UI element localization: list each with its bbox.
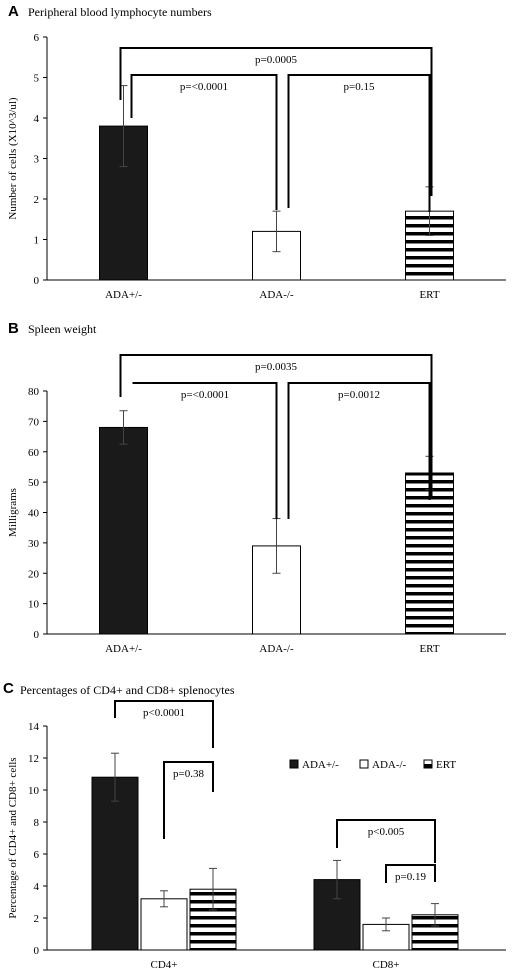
- panel-a-significance-bracket: [119, 47, 433, 196]
- panel-b-title: Spleen weight: [28, 322, 97, 336]
- panel-c-legend-swatch: [289, 759, 299, 769]
- panel-b-chart: 0 10 20 30 40 50 60 70 80 Milligrams ADA+/- ADA-/- E…: [7, 354, 506, 655]
- panel-a-y-tick-label: 0: [34, 275, 40, 287]
- panel-b-y-tick-label: 50: [28, 477, 40, 489]
- panel-b-y-tick-label: 0: [34, 629, 40, 641]
- panel-c-significance-bracket: [336, 819, 436, 863]
- panel-a: A Peripheral blood lymphocyte numbers 0 1…: [0, 0, 523, 320]
- panel-b-y-tick-label: 60: [28, 447, 40, 459]
- panel-c-p-value-label: p<0.005: [368, 826, 405, 838]
- panel-c-legend-swatch: [423, 759, 433, 769]
- panel-c: C Percentages of CD4+ and CD8+ splenocyt…: [0, 668, 523, 979]
- panel-b-y-tick-label: 20: [28, 568, 40, 580]
- panel-c-significance-bracket: [385, 864, 436, 883]
- panel-a-title: Peripheral blood lymphocyte numbers: [28, 5, 212, 19]
- panel-c-legend-label: ERT: [436, 759, 456, 771]
- panel-c-y-tick-label: 14: [28, 721, 40, 733]
- panel-a-letter: A: [8, 3, 19, 20]
- panel-a-y-tick-label: 5: [34, 73, 40, 85]
- panel-a-significance-bracket: [287, 74, 431, 212]
- panel-a-y-tick-label: 4: [34, 113, 40, 125]
- panel-a-p-value-label: p=<0.0001: [180, 81, 228, 93]
- panel-a-x-tick-label: ERT: [419, 289, 439, 301]
- panel-a-chart: 0 1 2 3 4 5 6 Number of cells (X10^3/ul) ADA+/- A…: [7, 32, 506, 301]
- panel-b-significance-bracket: [132, 382, 278, 519]
- panel-a-y-tick-label: 2: [34, 194, 40, 206]
- panel-c-y-tick-label: 8: [34, 817, 40, 829]
- panel-a-p-value-label: p=0.0005: [255, 54, 297, 66]
- panel-c-y-tick-label: 2: [34, 913, 40, 925]
- panel-c-y-tick-label: 6: [34, 849, 40, 861]
- panel-a-y-tick-label: 1: [34, 235, 40, 247]
- panel-c-legend-swatch: [359, 759, 369, 769]
- panel-c-y-tick-label: 4: [34, 881, 40, 893]
- panel-c-legend-label: ADA-/-: [372, 759, 407, 771]
- panel-b-x-tick-label: ADA-/-: [259, 643, 294, 655]
- panel-c-significance-bracket: [163, 761, 214, 839]
- panel-b-x-tick-label: ERT: [419, 643, 439, 655]
- panel-c-x-tick-label: CD8+: [373, 959, 400, 971]
- panel-b-x-tick-label: ADA+/-: [105, 643, 142, 655]
- panel-b-y-axis-label: Milligrams: [7, 488, 19, 537]
- panel-a-x-tick-label: ADA-/-: [259, 289, 294, 301]
- panel-c-p-value-label: p<0.0001: [143, 707, 185, 719]
- panel-b-p-value-label: p=0.0035: [255, 361, 297, 373]
- panel-b-p-value-label: p=<0.0001: [181, 389, 229, 401]
- panel-a-y-tick-label: 6: [34, 32, 40, 44]
- panel-c-y-axis-label: Percentage of CD4+ and CD8+ cells: [7, 757, 19, 918]
- panel-a-significance-bracket: [130, 74, 278, 210]
- panel-c-bar: [140, 898, 188, 951]
- panel-c-title: Percentages of CD4+ and CD8+ splenocytes: [20, 683, 235, 697]
- panel-c-p-value-label: p=0.19: [395, 871, 426, 883]
- panel-c-significance-bracket: [114, 700, 214, 748]
- panel-b-p-value-label: p=0.0012: [338, 389, 380, 401]
- panel-b-y-tick-label: 30: [28, 538, 40, 550]
- panel-b-letter: B: [8, 320, 19, 337]
- panel-a-y-axis-label: Number of cells (X10^3/ul): [7, 97, 19, 219]
- panel-c-bar: [91, 776, 139, 951]
- panel-a-x-tick-label: ADA+/-: [105, 289, 142, 301]
- panel-b-y-tick-label: 40: [28, 508, 40, 520]
- panel-c-chart: 0 2 4 6 8 10 12 14 Percentage of CD4+ and CD8+ c…: [7, 700, 506, 971]
- panel-c-letter: C: [3, 680, 14, 697]
- panel-b-y-tick-label: 70: [28, 416, 40, 428]
- panel-c-y-tick-label: 0: [34, 945, 40, 957]
- panel-c-p-value-label: p=0.38: [173, 768, 204, 780]
- panel-a-y-tick-label: 3: [34, 154, 40, 166]
- panel-b-bar: [99, 426, 148, 635]
- panel-c-x-tick-label: CD4+: [151, 959, 178, 971]
- panel-c-y-tick-label: 10: [28, 785, 40, 797]
- panel-b: B Spleen weight 0 10 20 30 40 50 60 70 80 Milligr…: [0, 320, 523, 668]
- panel-c-legend-label: ADA+/-: [302, 759, 339, 771]
- panel-b-significance-bracket: [119, 354, 433, 497]
- panel-b-y-tick-label: 10: [28, 599, 40, 611]
- panel-c-y-tick-label: 12: [28, 753, 39, 765]
- panel-b-significance-bracket: [287, 382, 431, 519]
- panel-a-p-value-label: p=0.15: [344, 81, 375, 93]
- panel-b-y-tick-label: 80: [28, 386, 40, 398]
